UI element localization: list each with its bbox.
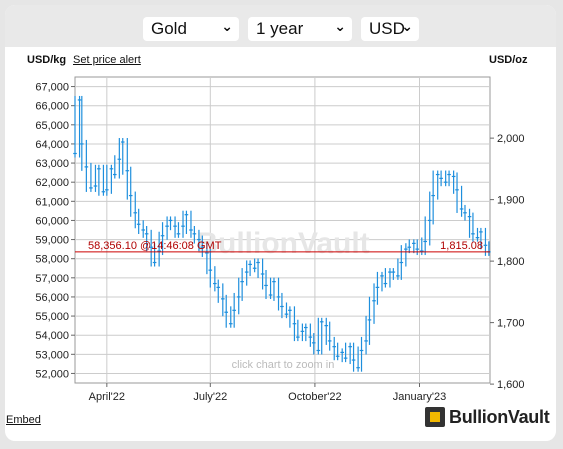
price-series <box>73 95 491 372</box>
period-select-value: 1 year <box>256 19 304 38</box>
metal-select-value: Gold <box>151 19 187 38</box>
left-y-tick-label: 64,000 <box>35 139 69 151</box>
x-tick-label: July'22 <box>193 391 227 403</box>
top-toolbar: Gold ⌄ 1 year ⌄ USD ⌄ <box>5 5 556 47</box>
left-y-tick-label: 58,000 <box>35 254 69 266</box>
bullionvault-logo[interactable]: BullionVault <box>425 405 550 429</box>
right-y-tick-label: 1,900 <box>497 195 525 207</box>
x-tick-label: January'23 <box>393 391 446 403</box>
gridlines <box>75 77 490 383</box>
metal-select[interactable]: Gold ⌄ <box>143 17 239 41</box>
left-y-tick-label: 57,000 <box>35 273 69 285</box>
left-y-tick-label: 55,000 <box>35 311 69 323</box>
x-tick-label: April'22 <box>89 391 125 403</box>
left-y-tick-label: 65,000 <box>35 120 69 132</box>
right-y-tick-label: 1,600 <box>497 379 525 391</box>
left-y-tick-label: 62,000 <box>35 177 69 189</box>
currency-select[interactable]: USD ⌄ <box>361 17 419 41</box>
left-y-tick-label: 66,000 <box>35 101 69 113</box>
left-axis-unit: USD/kg <box>27 54 67 66</box>
current-price-kg-label: 58,356.10 @14:46:08 GMT <box>88 240 222 252</box>
zoom-hint-text: click chart to zoom in <box>232 359 335 371</box>
left-y-tick-label: 52,000 <box>35 368 69 380</box>
left-y-tick-label: 61,000 <box>35 196 69 208</box>
bullionvault-logo-text: BullionVault <box>449 406 550 427</box>
left-y-tick-label: 67,000 <box>35 82 69 94</box>
left-y-tick-label: 56,000 <box>35 292 69 304</box>
right-y-axis: 1,600 1,700 1,800 1,900 2,000 <box>490 133 525 391</box>
embed-link[interactable]: Embed <box>6 414 41 426</box>
left-y-tick-label: 54,000 <box>35 330 69 342</box>
bullionvault-logo-icon <box>425 407 445 427</box>
right-y-tick-label: 1,800 <box>497 256 525 268</box>
set-price-alert-link[interactable]: Set price alert <box>73 54 141 66</box>
left-y-tick-label: 53,000 <box>35 349 69 361</box>
watermark-text: BullionVault <box>196 227 369 260</box>
chevron-down-icon: ⌄ <box>334 18 346 34</box>
current-price-time: @14:46:08 GMT <box>140 240 222 252</box>
x-tick-label: October'22 <box>288 391 341 403</box>
chevron-down-icon: ⌄ <box>221 18 233 34</box>
left-y-tick-label: 59,000 <box>35 235 69 247</box>
current-price-kg-value: 58,356.10 <box>88 240 137 252</box>
right-y-tick-label: 2,000 <box>497 133 525 145</box>
right-axis-unit: USD/oz <box>489 54 528 66</box>
x-axis: April'22 July'22 October'22 January'23 <box>89 383 446 403</box>
left-y-tick-label: 63,000 <box>35 158 69 170</box>
chevron-down-icon: ⌄ <box>401 18 413 34</box>
current-price-oz-label: 1,815.08 <box>440 240 483 252</box>
left-y-axis: 52,000 53,000 54,000 55,000 56,000 57,000 58,0… <box>35 82 75 380</box>
period-select[interactable]: 1 year ⌄ <box>248 17 352 41</box>
left-y-tick-label: 60,000 <box>35 215 69 227</box>
right-y-tick-label: 1,700 <box>497 318 525 330</box>
currency-select-value: USD <box>369 19 405 38</box>
